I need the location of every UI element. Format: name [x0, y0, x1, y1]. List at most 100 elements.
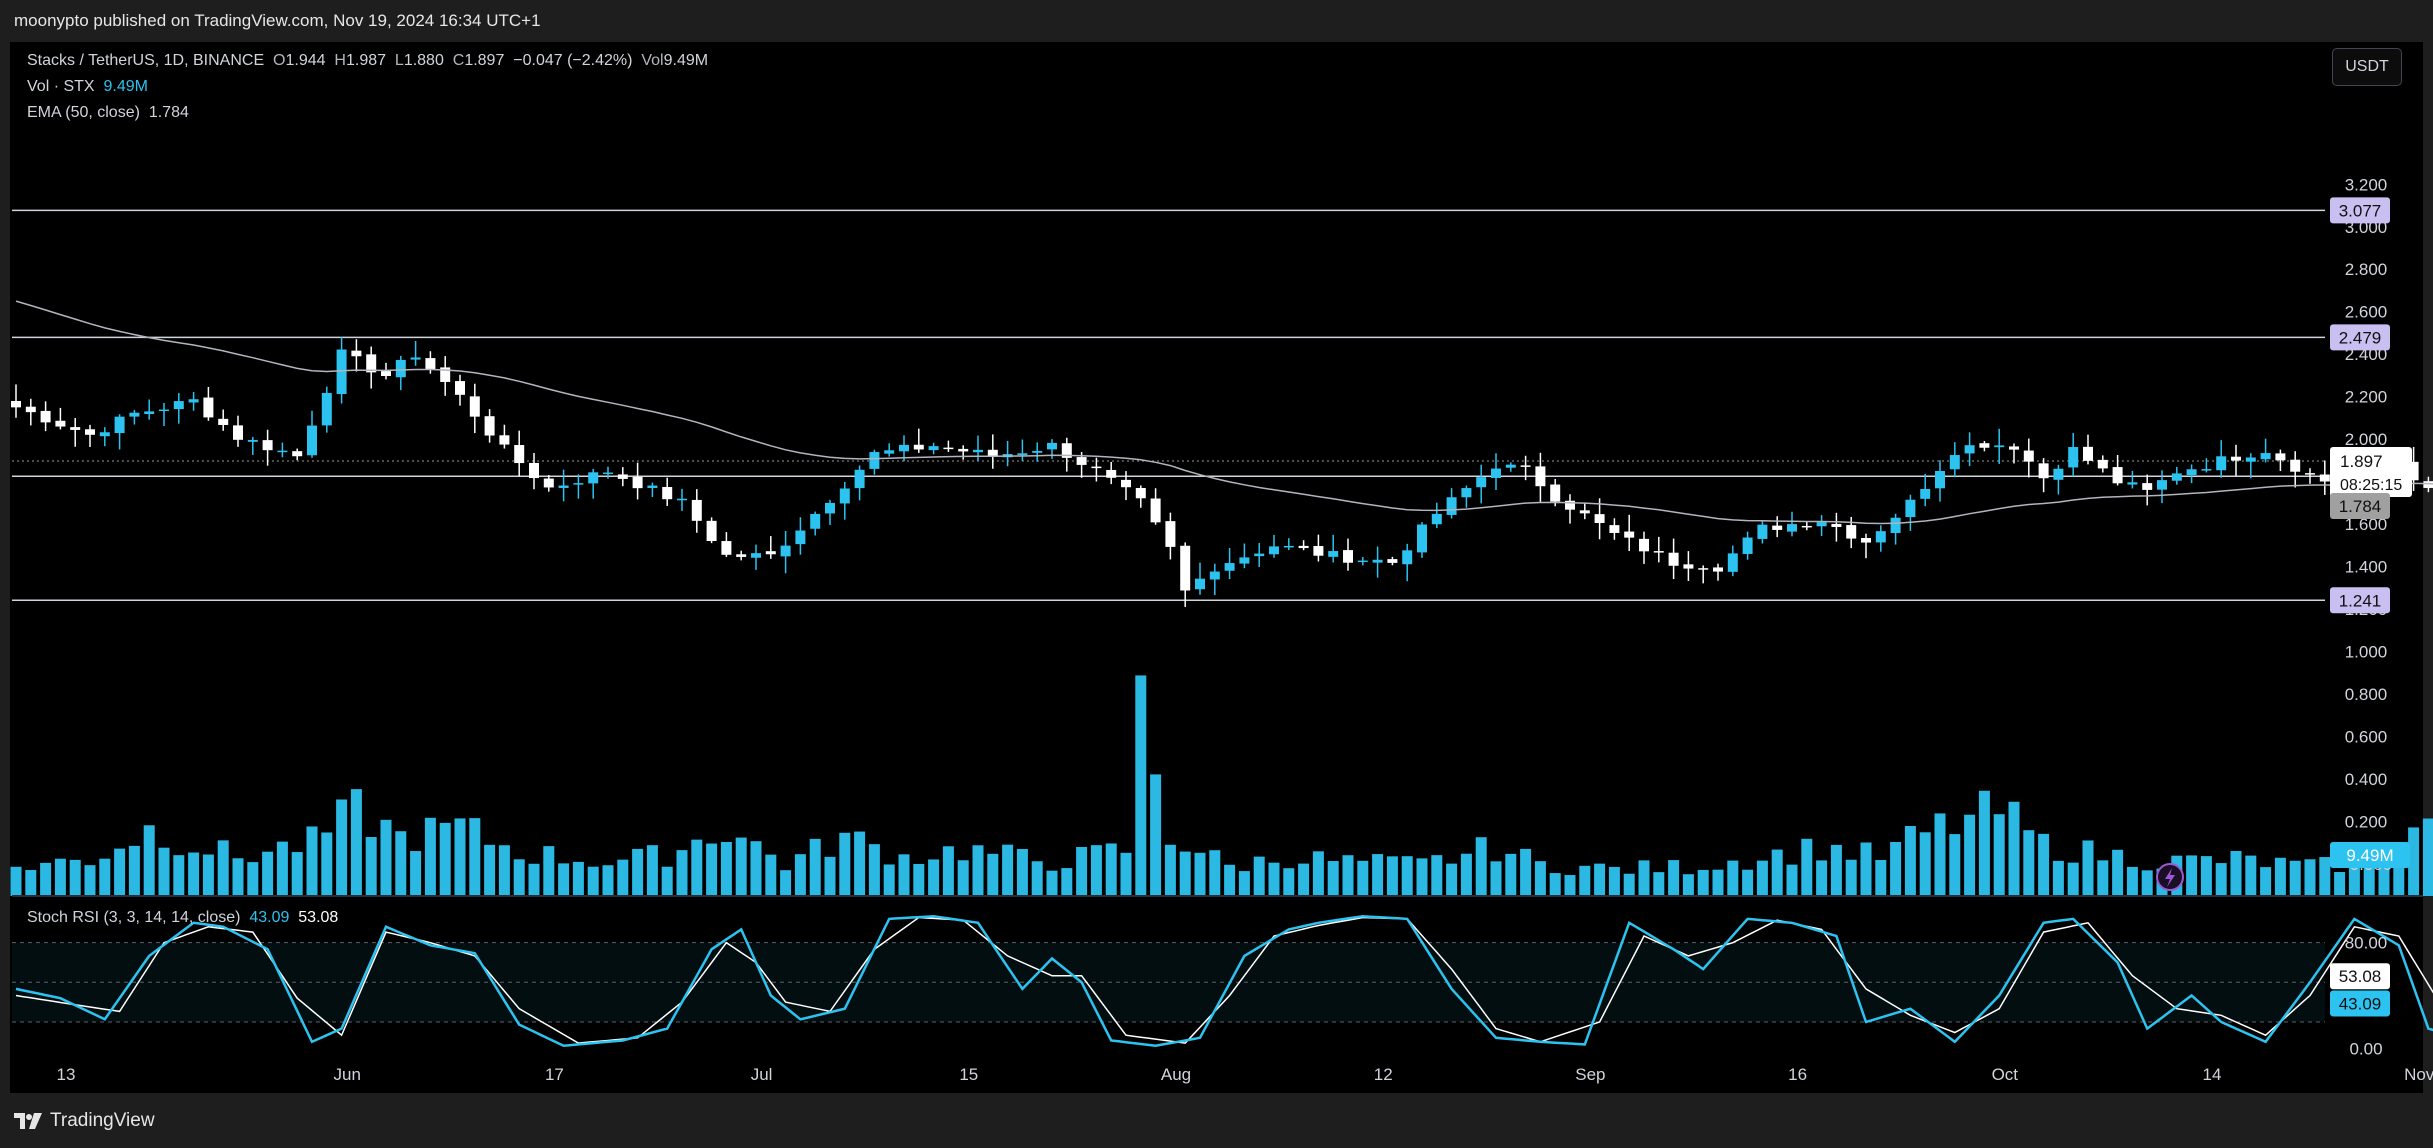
volume-bar: [498, 845, 510, 896]
volume-bar: [2038, 833, 2050, 896]
volume-bar: [1416, 858, 1428, 896]
volume-bar: [735, 837, 747, 896]
ema-indicator-value: 1.784: [148, 104, 189, 121]
volume-bar: [676, 850, 688, 896]
candle-body: [958, 448, 969, 452]
candle-body: [1180, 545, 1191, 591]
currency-button[interactable]: USDT: [2332, 48, 2402, 86]
candle-body: [1653, 551, 1664, 553]
volume-bar: [321, 832, 333, 896]
volume-bar: [1623, 873, 1635, 896]
volume-bar: [794, 854, 806, 896]
volume-bar: [1638, 860, 1650, 896]
volume-bar: [454, 818, 466, 896]
volume-bar: [1238, 871, 1250, 896]
candle-body: [1121, 479, 1131, 488]
candle-body: [913, 444, 924, 450]
level-badge-1.241: 1.241: [2339, 591, 2382, 610]
candle-body: [1949, 455, 1960, 470]
candle-body: [218, 418, 229, 425]
volume-bar: [410, 851, 422, 896]
volume-bar: [957, 860, 969, 896]
volume-bar: [1549, 873, 1561, 896]
volume-bar: [1090, 845, 1102, 896]
volume-bar: [1298, 863, 1310, 896]
candle-body: [514, 445, 525, 464]
volume-bar: [1860, 842, 1872, 896]
candle-body: [1905, 499, 1916, 518]
candle-body: [1446, 497, 1457, 515]
volume-bar: [1978, 790, 1990, 896]
price-tick-label: 0.800: [2345, 685, 2388, 704]
tradingview-logo-icon: [14, 1113, 42, 1129]
volume-bar: [484, 844, 496, 896]
time-tick-label: 16: [1788, 1065, 1807, 1084]
volume-bar: [1919, 832, 1931, 896]
volume-bar: [2378, 858, 2390, 896]
volume-bar: [1668, 860, 1680, 896]
candle-body: [1357, 560, 1368, 563]
volume-bar: [1150, 774, 1162, 896]
chart-area[interactable]: [10, 42, 2423, 1093]
volume-bar: [69, 859, 81, 896]
price-tick-label: 2.800: [2345, 260, 2388, 279]
candle-body: [1313, 546, 1324, 556]
candle-body: [1491, 468, 1501, 478]
ema-line: [15, 300, 2433, 525]
open-value: 1.944: [285, 52, 326, 69]
candle-body: [2009, 446, 2019, 450]
candle-body: [2260, 453, 2271, 460]
candle-body: [188, 399, 199, 403]
volume-bar: [587, 866, 599, 896]
candle-body: [2083, 446, 2093, 461]
candle-body: [2245, 457, 2256, 462]
candle-body: [1224, 563, 1235, 571]
candle-body: [410, 357, 421, 360]
candle-body: [1047, 442, 1057, 450]
candle-body: [884, 450, 895, 454]
candle-body: [1283, 545, 1294, 548]
stoch-d-badge-bg: [2330, 963, 2390, 990]
volume-bar: [765, 854, 777, 896]
tradingview-logo[interactable]: TradingView: [14, 1110, 155, 1132]
candle-body: [765, 551, 776, 555]
change-value: −0.047 (−2.42%): [513, 52, 633, 69]
time-tick-label: 12: [1374, 1065, 1393, 1084]
volume-bar: [1401, 856, 1413, 896]
stoch-legend: Stoch RSI (3, 3, 14, 14, close) 43.09 53…: [27, 909, 338, 927]
candle-body: [795, 530, 806, 545]
candle-body: [1801, 525, 1812, 528]
candle-body: [11, 400, 21, 408]
candle-body: [2038, 463, 2049, 479]
volume-bar: [188, 852, 200, 896]
candle-body: [1609, 525, 1620, 533]
volume-bar: [276, 841, 288, 896]
volume-bar: [2260, 867, 2272, 896]
volume-bar: [380, 819, 392, 896]
close-label: C: [452, 52, 465, 69]
candle-body: [2201, 469, 2212, 471]
candle-body: [2157, 480, 2167, 490]
candle-body: [25, 406, 36, 413]
time-tick-label: Aug: [1161, 1065, 1191, 1084]
time-tick-label: Nov: [2404, 1065, 2433, 1084]
candle-body: [691, 499, 702, 521]
volume-badge: 9.49M: [2346, 846, 2393, 865]
volume-bar: [1534, 861, 1546, 896]
candle-body: [1298, 545, 1309, 549]
lightning-icon-glyph: [2165, 868, 2175, 887]
volume-bar: [1845, 859, 1857, 896]
candle-body: [425, 358, 436, 370]
candle-body: [780, 545, 791, 557]
volume-bar: [54, 858, 66, 896]
volume-bar: [25, 869, 37, 896]
candle-body: [2186, 469, 2197, 476]
volume-bar: [1372, 854, 1384, 896]
high-value: 1.987: [345, 52, 387, 69]
volume-bar: [2126, 866, 2138, 896]
volume-bar: [2067, 862, 2079, 896]
candle-body: [1417, 524, 1427, 553]
candle-body: [440, 367, 451, 382]
candle-body: [810, 513, 821, 529]
